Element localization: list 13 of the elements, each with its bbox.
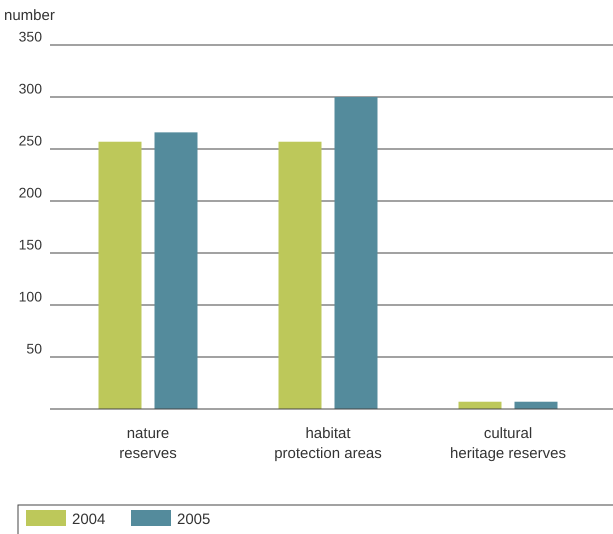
y-tick-label: 150 [18, 236, 42, 252]
y-tick-label: 350 [18, 28, 42, 44]
x-tick-label: nature reserves [119, 425, 177, 462]
x-tick-label: cultural heritage reserves [450, 425, 566, 462]
y-tick-label: 250 [18, 132, 42, 148]
x-tick-label: habitat protection areas [274, 425, 382, 462]
y-tick-label: 50 [26, 340, 42, 356]
y-tick-label: 100 [18, 288, 42, 304]
y-tick-label: 300 [18, 80, 42, 96]
legend-label: 2004 [72, 511, 106, 528]
y-tick-label: 200 [18, 184, 42, 200]
legend-label: 2005 [177, 511, 210, 528]
y-axis-title: number [4, 7, 55, 24]
